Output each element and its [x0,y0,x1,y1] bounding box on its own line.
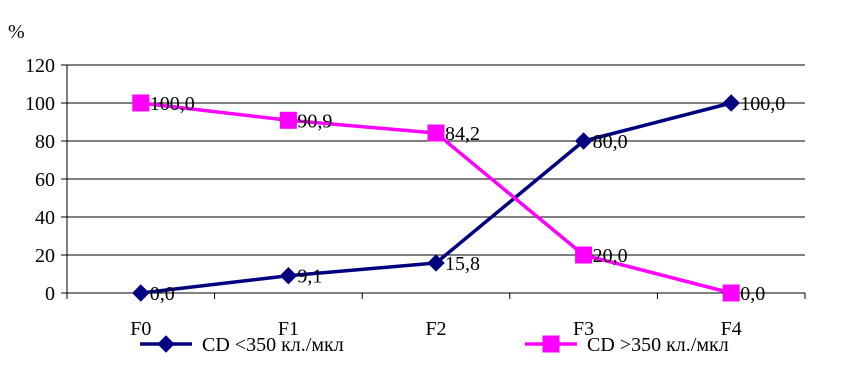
legend-label-2: CD >350 кл./мкл [587,334,729,356]
y-tick-label-0: 0 [45,283,55,305]
data-point-s2-F4 [722,284,740,302]
data-label-s1-F4: 100,0 [740,93,785,115]
data-point-s2-F2 [427,124,445,142]
data-label-s2-F4: 0,0 [740,283,765,305]
y-tick-label-80: 80 [35,131,55,153]
x-tick-label-F2: F2 [425,318,446,340]
y-tick-label-40: 40 [35,207,55,229]
x-tick-label-F3: F3 [573,318,594,340]
data-label-s2-F3: 20,0 [593,245,628,267]
data-label-s2-F1: 90,9 [297,110,332,132]
data-point-s1-F0 [132,284,150,302]
legend-marker-2 [542,335,560,353]
legend: CD <350 кл./мкл CD >350 кл./мкл [140,334,729,356]
data-label-s1-F1: 9,1 [297,266,322,288]
x-tick-label-F4: F4 [721,318,742,340]
data-point-s2-F0 [132,94,150,112]
data-label-s1-F2: 15,8 [445,253,480,275]
y-tick-label-60: 60 [35,169,55,191]
y-tick-label-100: 100 [25,93,55,115]
gridlines [67,64,805,256]
data-point-s2-F1 [279,111,297,129]
data-point-s1-F3 [574,132,593,150]
x-tick-label-F0: F0 [130,318,151,340]
axes: 0 20 40 60 80 100 120 F0 F1 F2 F3 F4 [25,55,806,340]
y-axis-unit-label: % [8,21,25,43]
x-tick-label-F1: F1 [278,318,299,340]
data-point-s1-F2 [427,254,445,272]
data-label-s1-F3: 80,0 [593,131,628,153]
data-label-s2-F0: 100,0 [150,93,195,115]
data-point-s2-F3 [575,246,593,264]
legend-marker-1 [157,335,175,353]
data-labels: 0,0 9,1 15,8 80,0 100,0 100,0 90,9 84,2 20,0 0,0 [150,93,785,305]
data-point-s1-F1 [279,267,298,285]
legend-label-1: CD <350 кл./мкл [202,334,344,356]
y-tick-label-120: 120 [25,55,55,77]
series [132,94,740,302]
data-label-s2-F2: 84,2 [445,123,480,145]
y-tick-label-20: 20 [35,245,55,267]
data-point-s1-F4 [722,94,740,112]
data-label-s1-F0: 0,0 [150,283,175,305]
